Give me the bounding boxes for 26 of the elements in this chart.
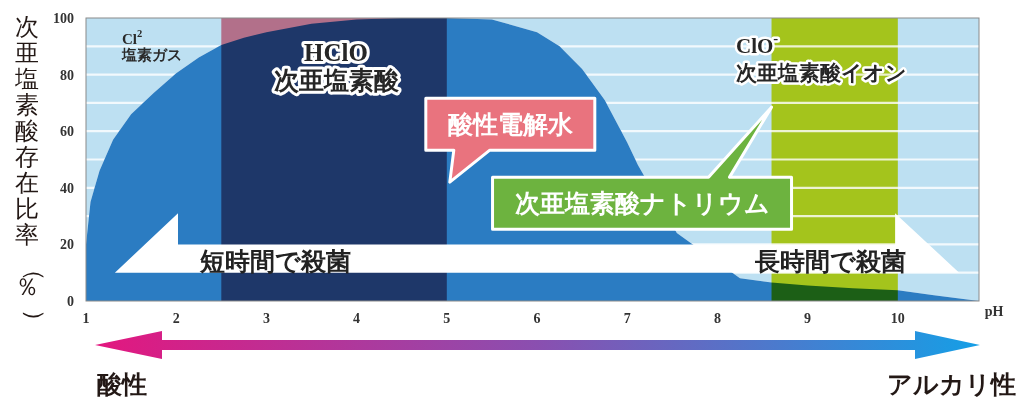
y-tick-label: 60: [60, 123, 74, 139]
x-tick-label: 8: [713, 310, 721, 326]
x-tick-label: 5: [443, 310, 451, 326]
x-tick-label: 4: [353, 310, 361, 326]
annotation: 短時間で殺菌: [199, 246, 351, 276]
text: アルカリ性: [887, 369, 1016, 399]
annotation: 長時間で殺菌: [754, 246, 906, 276]
y-tick-label: 0: [67, 293, 74, 309]
band-label: 酸性電解水: [447, 109, 574, 139]
x-tick-label: 7: [623, 310, 631, 326]
x-tick-label: 2: [172, 310, 180, 326]
annotation: Cl$^{2}$ 塩素ガス: [121, 28, 182, 63]
x-tick-label: 6: [533, 310, 541, 326]
x-tick-label: 1: [82, 310, 90, 326]
text: 次亜塩素酸存在比率（％）: [15, 14, 48, 333]
x-axis-title: pH: [984, 303, 1004, 319]
x-tick-label: 9: [804, 310, 812, 326]
annotation: HClO 次亜塩素酸: [273, 38, 400, 94]
x-tick-label: 10: [890, 310, 905, 326]
band-label: 次亜塩素酸ナトリウム: [514, 188, 770, 218]
y-tick-label: 100: [53, 10, 74, 26]
y-tick-label: 80: [60, 67, 74, 83]
text: 酸性: [97, 369, 147, 399]
x-tick-label: 3: [262, 310, 270, 326]
y-tick-label: 20: [60, 236, 74, 252]
y-tick-label: 40: [60, 180, 74, 196]
